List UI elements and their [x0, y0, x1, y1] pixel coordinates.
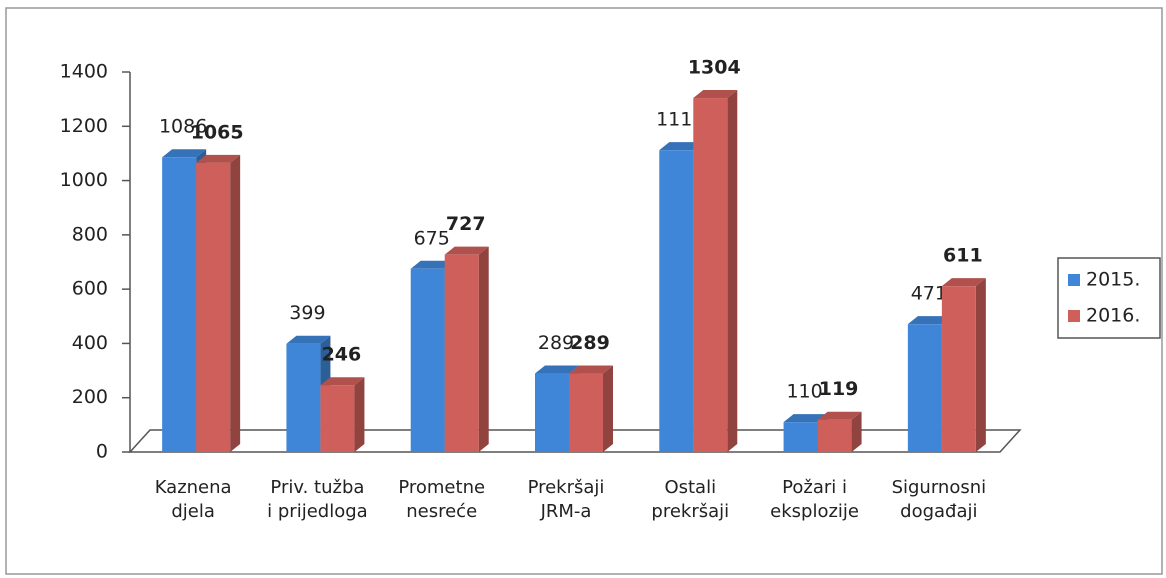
- x-tick-label: Prekršaji JRM-a: [527, 477, 605, 522]
- chart-frame: [5, 7, 1163, 575]
- data-label: 119: [819, 378, 859, 400]
- bar: [817, 419, 852, 452]
- bar-top: [817, 411, 862, 420]
- bar: [907, 324, 942, 452]
- bar-top: [444, 246, 489, 255]
- bar-side: [727, 90, 738, 453]
- bar-top: [286, 335, 331, 344]
- data-label: 1304: [688, 57, 741, 79]
- data-label: 611: [943, 245, 983, 267]
- y-tick-label: 1000: [60, 169, 108, 191]
- y-tick-label: 0: [96, 441, 108, 463]
- bar-side: [851, 411, 862, 452]
- y-tick-label: 400: [72, 332, 108, 354]
- x-tick-label: Priv. tužba i prijedloga: [267, 477, 368, 522]
- legend-label: 2016.: [1086, 305, 1140, 327]
- data-label: 1065: [191, 121, 244, 143]
- data-label: 110: [786, 381, 822, 403]
- bar: [693, 98, 728, 453]
- bar-top: [535, 365, 579, 374]
- bar: [783, 422, 818, 452]
- y-tick-label: 600: [72, 278, 108, 300]
- x-tick-label: Kaznena djela: [154, 477, 232, 522]
- legend-swatch: [1068, 274, 1080, 286]
- bar: [535, 373, 569, 452]
- data-label: 727: [446, 213, 486, 235]
- bar-side: [478, 246, 489, 452]
- data-label: 675: [414, 227, 450, 249]
- bar: [659, 150, 694, 452]
- data-label: 399: [289, 302, 325, 324]
- bar-top: [907, 316, 952, 325]
- bar-side: [230, 154, 241, 452]
- bar-side: [354, 377, 365, 452]
- bar: [941, 286, 976, 452]
- data-label: 246: [322, 344, 362, 366]
- bar-side: [603, 365, 613, 452]
- legend-swatch: [1068, 310, 1080, 322]
- bar-top: [410, 260, 455, 269]
- bar-top: [659, 142, 704, 151]
- x-tick-label: Ostali prekršaji: [651, 477, 730, 522]
- y-tick-label: 1200: [60, 115, 108, 137]
- bar-top: [783, 414, 828, 423]
- bar: [444, 254, 479, 452]
- bar-top: [196, 154, 241, 163]
- bar-top: [941, 278, 986, 287]
- x-tick-label: Prometne nesreće: [398, 477, 486, 522]
- bar: [286, 343, 321, 452]
- data-label: 289: [538, 332, 574, 354]
- legend-box: [1057, 257, 1161, 339]
- y-tick-label: 1400: [60, 61, 108, 83]
- bar-top: [320, 377, 365, 386]
- bar-side: [975, 278, 986, 452]
- bar: [162, 157, 197, 452]
- legend-label: 2015.: [1086, 269, 1140, 291]
- y-tick-label: 200: [72, 386, 108, 408]
- bar-top: [569, 365, 613, 374]
- data-label: 289: [570, 332, 610, 354]
- bar-top: [162, 149, 207, 158]
- bar-top: [693, 90, 738, 99]
- bar: [196, 162, 231, 452]
- bar: [569, 373, 603, 452]
- bar: [320, 385, 355, 452]
- y-tick-label: 800: [72, 223, 108, 245]
- x-tick-label: Požari i eksplozije: [770, 477, 859, 522]
- data-label: 1112: [656, 109, 704, 131]
- data-label: 1086: [159, 116, 207, 138]
- x-tick-label: Sigurnosni događaji: [891, 477, 987, 522]
- data-label: 471: [911, 283, 947, 305]
- bar: [410, 268, 445, 452]
